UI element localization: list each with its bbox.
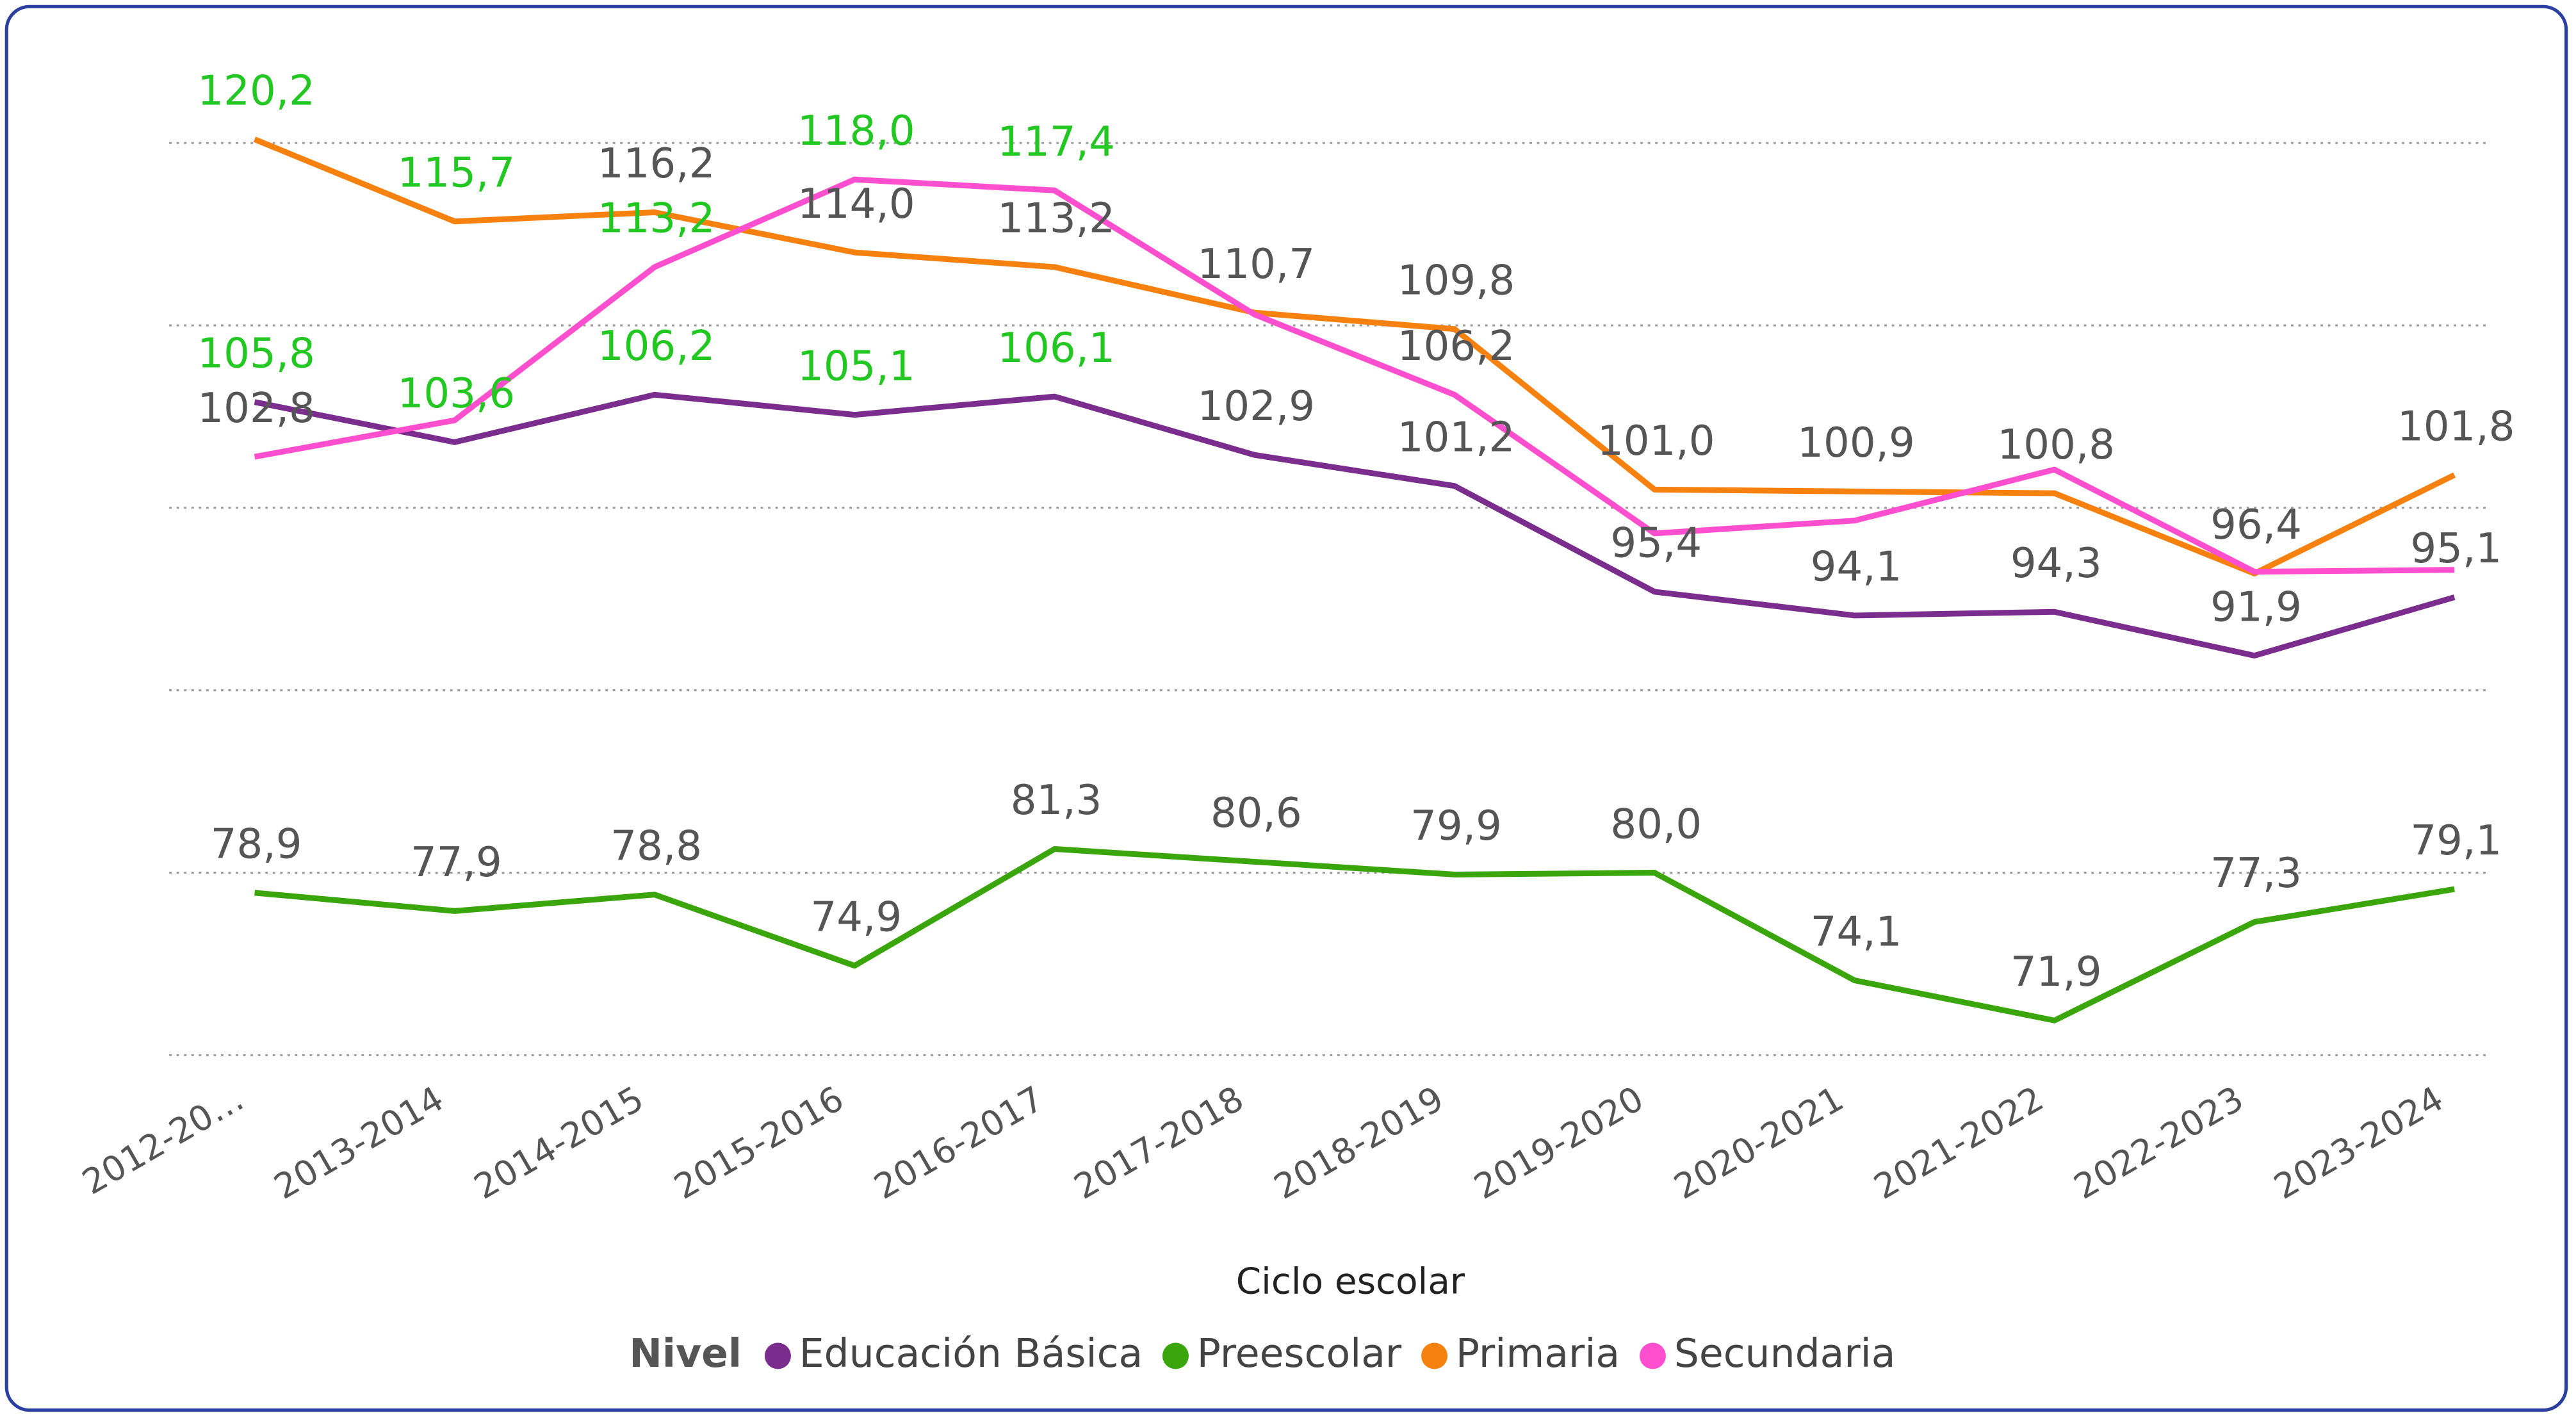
- legend-label: Secundaria: [1674, 1330, 1896, 1376]
- legend-label: Educación Básica: [799, 1330, 1143, 1376]
- data-label: 79,1: [2410, 817, 2502, 865]
- x-axis-title: Ciclo escolar: [1236, 1261, 1465, 1303]
- legend-marker: [1421, 1342, 1448, 1369]
- data-label: 118,0: [797, 107, 915, 155]
- data-label: 81,3: [1011, 776, 1102, 824]
- data-label: 105,8: [197, 329, 315, 377]
- legend-label: Preescolar: [1197, 1330, 1402, 1376]
- data-label: 94,1: [1811, 543, 1902, 591]
- data-label: 106,2: [598, 322, 715, 370]
- legend-title: Nivel: [629, 1330, 742, 1376]
- data-label: 101,8: [2397, 402, 2515, 450]
- chart-frame: [4, 4, 2568, 1412]
- data-label: 74,9: [810, 894, 902, 942]
- data-label: 71,9: [2010, 948, 2102, 996]
- series-line: [254, 176, 2455, 575]
- data-label: 77,3: [2210, 849, 2302, 897]
- data-label: 120,2: [197, 67, 315, 115]
- data-label: 103,6: [398, 370, 516, 418]
- data-label: 100,8: [1998, 421, 2115, 469]
- data-label: 96,4: [2210, 501, 2302, 549]
- data-label: 78,9: [211, 820, 302, 869]
- data-label: 80,6: [1211, 789, 1302, 837]
- data-label: 115,7: [398, 149, 516, 197]
- data-label: 101,0: [1597, 417, 1715, 465]
- data-label: 102,8: [197, 384, 315, 432]
- data-label: 100,9: [1797, 419, 1915, 467]
- legend-marker: [1639, 1342, 1666, 1369]
- data-label: 78,8: [610, 822, 702, 870]
- data-label: 102,9: [1198, 382, 1316, 430]
- series-line: [253, 136, 2456, 576]
- data-label: 109,8: [1398, 256, 1515, 304]
- legend-marker: [1162, 1342, 1189, 1369]
- data-label: 77,9: [411, 838, 502, 886]
- data-label: 113,2: [997, 195, 1115, 243]
- legend-label: Primaria: [1456, 1330, 1620, 1376]
- series-line: [254, 391, 2456, 659]
- data-label: 113,2: [598, 195, 715, 243]
- data-label: 91,9: [2210, 583, 2302, 631]
- data-label: 106,1: [997, 324, 1115, 372]
- data-label: 114,0: [797, 180, 915, 228]
- data-label: 105,1: [797, 342, 915, 390]
- data-label: 117,4: [997, 118, 1115, 166]
- data-label: 95,4: [1610, 519, 1702, 567]
- data-label: 80,0: [1610, 800, 1702, 848]
- data-label: 110,7: [1198, 240, 1316, 288]
- data-label: 106,2: [1398, 322, 1515, 370]
- data-label: 101,2: [1398, 413, 1515, 461]
- legend-marker: [764, 1342, 791, 1369]
- data-label: 79,9: [1410, 802, 1502, 850]
- data-label: 74,1: [1811, 908, 1902, 956]
- data-label: 116,2: [598, 140, 715, 188]
- data-label: 95,1: [2410, 525, 2502, 573]
- series-line: [254, 846, 2455, 1024]
- data-label: 94,3: [2010, 539, 2102, 587]
